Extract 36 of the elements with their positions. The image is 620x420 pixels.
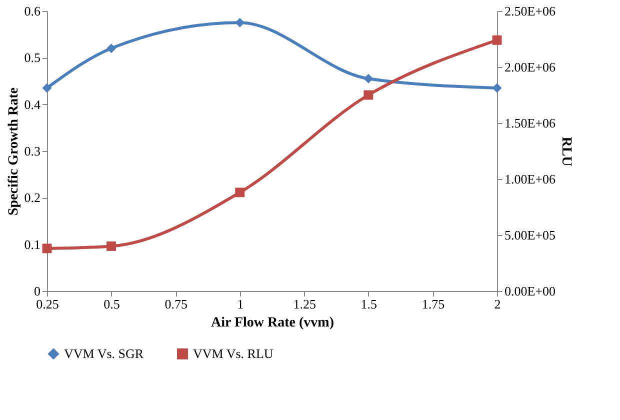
legend-label: VVM Vs. SGR [64,346,144,361]
y2-axis-title: RLU [558,136,574,166]
x-tick-label: 1 [237,296,244,312]
y2-tick-label: 5.00E+05 [504,228,556,242]
y-tick-label: 0.5 [24,50,40,66]
point [364,90,374,100]
point [235,188,245,198]
legend-label: VVM Vs. RLU [193,346,274,361]
x-axis-title: Air Flow Rate (vvm) [211,316,334,330]
y-tick-label: 0 [34,284,40,298]
y-tick-label: 0.3 [24,144,40,158]
y2-tick-label: 2.00E+06 [504,60,556,74]
y2-tick-label: 2.50E+06 [504,4,556,18]
x-tick-label: 0.5 [104,296,120,312]
y-tick-label: 0.4 [24,96,41,112]
x-tick-label: 2 [494,296,501,312]
x-tick-label: 1.25 [293,296,316,312]
x-tick-label: 0.25 [36,296,59,312]
point [42,83,52,93]
point [364,74,374,84]
y-tick-label: 0.2 [24,190,40,206]
x-tick-label: 0.75 [164,296,188,312]
point [235,18,245,28]
y2-tick-label: 0.00E+00 [504,284,556,298]
point [106,44,116,54]
y2-tick-label: 1.50E+06 [504,116,556,130]
y-tick-label: 0.6 [24,4,41,18]
point [492,35,502,45]
y-axis-title: Specific Growth Rate [6,87,22,216]
x-tick-label: 1.5 [360,296,378,312]
point [106,241,116,251]
x-tick-label: 1.75 [422,296,445,312]
y2-tick-label: 1.00E+06 [504,172,556,186]
y-tick-label: 0.1 [24,236,40,252]
point [492,83,502,93]
point [42,244,52,254]
